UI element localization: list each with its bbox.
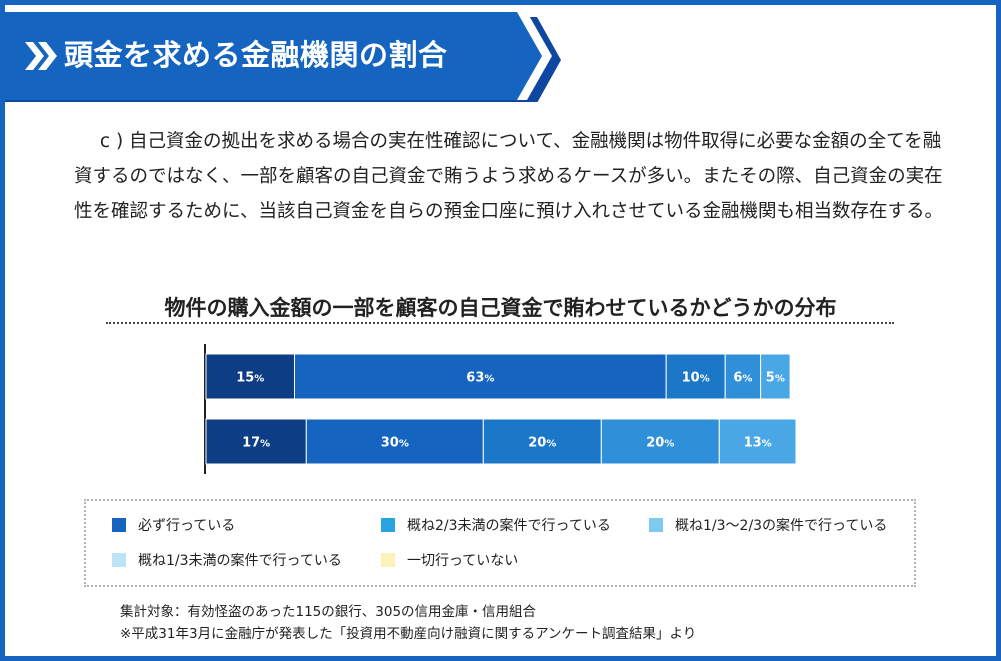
legend: 必ず行っている 概ね2/3未満の案件で行っている 概ね1/3～2/3の案件で行っ… [84,499,916,587]
legend-item-under-one-third: 概ね1/3未満の案件で行っている [112,550,342,570]
chart-title-underline [106,322,894,324]
legend-label-always: 必ず行っている [138,518,236,534]
legend-label-under-two-thirds: 概ね2/3未満の案件で行っている [407,518,611,534]
data-label-row2-series4: 20% [646,436,674,451]
legend-item-under-two-thirds: 概ね2/3未満の案件で行っている [381,515,611,535]
banner-body [5,12,542,100]
data-label-row1-series2: 63% [466,371,494,386]
data-label-row1-series4: 6% [733,371,752,386]
legend-swatch-one-to-two-thirds [649,518,663,532]
legend-item-never: 一切行っていない [381,550,518,570]
stacked-bar-chart: 15% 63% 10% 6% 5% 17% 30% 20% 20% 13% [204,344,797,474]
data-label-row2-series5: 13% [744,436,772,451]
bar-segment-row2-series1 [205,418,307,465]
legend-item-always: 必ず行っている [112,515,235,535]
legend-swatch-never [381,553,395,567]
legend-swatch-under-two-thirds [381,518,395,532]
title-banner [5,12,561,102]
bar-segment-row1-series4 [724,353,762,400]
double-chevron-icon [25,42,57,70]
legend-label-one-to-two-thirds: 概ね1/3～2/3の案件で行っている [675,518,888,534]
legend-swatch-under-one-third [112,553,126,567]
legend-swatch-always [112,518,126,532]
intro-text: c ) 自己資金の拠出を求める場合の実在性確認について、金融機関は物件取得に必要… [74,124,944,229]
data-label-row2-series2: 30% [381,436,409,451]
legend-label-under-one-third: 概ね1/3未満の案件で行っている [138,553,342,569]
footnote-survey-target: 集計対象：有効怪盗のあった115の銀行、305の信用金庫・信用組合 [120,604,537,620]
data-label-row1-series1: 15% [236,371,264,386]
data-label-row1-series3: 10% [682,371,710,386]
footnotes: 集計対象：有効怪盗のあった115の銀行、305の信用金庫・信用組合 ※平成31年… [120,601,696,645]
chart-title: 物件の購入金額の一部を顧客の自己資金で賄わせているかどうかの分布 [164,296,837,320]
intro-paragraph: c ) 自己資金の拠出を求める場合の実在性確認について、金融機関は物件取得に必要… [74,131,943,222]
legend-label-never: 一切行っていない [407,553,519,569]
page-title: 頭金を求める金融機関の割合 [64,38,448,72]
bar-segment-row1-series1 [205,353,295,400]
bar-segment-row2-series3 [482,418,602,465]
legend-item-one-to-two-thirds: 概ね1/3～2/3の案件で行っている [649,515,887,535]
bar-segment-row1-series5 [760,353,791,400]
bar-segment-row2-series5 [718,418,797,465]
data-label-row2-series3: 20% [528,436,556,451]
footnote-source: ※平成31年3月に金融庁が発表した「投資用不動産向け融資に関するアンケート調査結… [120,626,697,642]
data-label-row1-series5: 5% [766,371,785,386]
data-label-row2-series1: 17% [242,436,270,451]
bar-segment-row1-series2 [294,353,667,400]
